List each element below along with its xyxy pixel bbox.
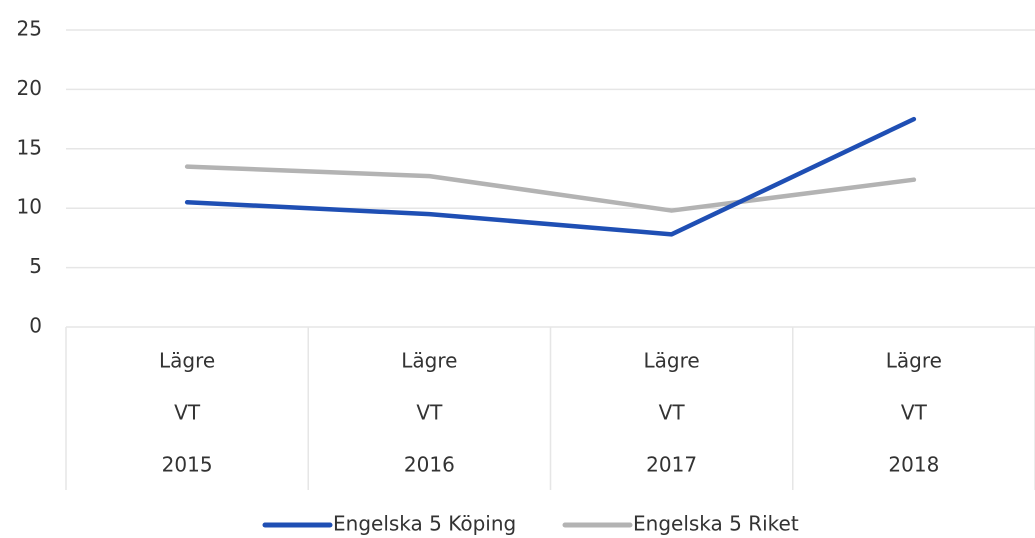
y-tick-label: 5 (29, 254, 42, 278)
x-tick-label: VT (659, 401, 686, 425)
x-tick-label: VT (901, 401, 928, 425)
y-tick-label: 15 (17, 135, 42, 159)
x-tick-label: 2015 (162, 453, 213, 477)
x-tick-label: Lägre (644, 349, 700, 373)
x-tick-label: 2016 (404, 453, 455, 477)
x-tick-label: 2018 (888, 453, 939, 477)
series-line (184, 164, 917, 213)
legend-label: Engelska 5 Köping (333, 512, 516, 536)
series-line (184, 116, 917, 237)
legend-label: Engelska 5 Riket (633, 512, 799, 536)
y-tick-label: 10 (17, 195, 42, 219)
x-tick-label: 2017 (646, 453, 697, 477)
y-tick-label: 25 (17, 17, 42, 41)
x-tick-label: Lägre (886, 349, 942, 373)
x-tick-label: VT (416, 401, 443, 425)
y-tick-label: 20 (17, 76, 42, 100)
x-tick-label: VT (174, 401, 201, 425)
y-tick-label: 0 (29, 314, 42, 338)
x-tick-label: Lägre (401, 349, 457, 373)
x-tick-label: Lägre (159, 349, 215, 373)
